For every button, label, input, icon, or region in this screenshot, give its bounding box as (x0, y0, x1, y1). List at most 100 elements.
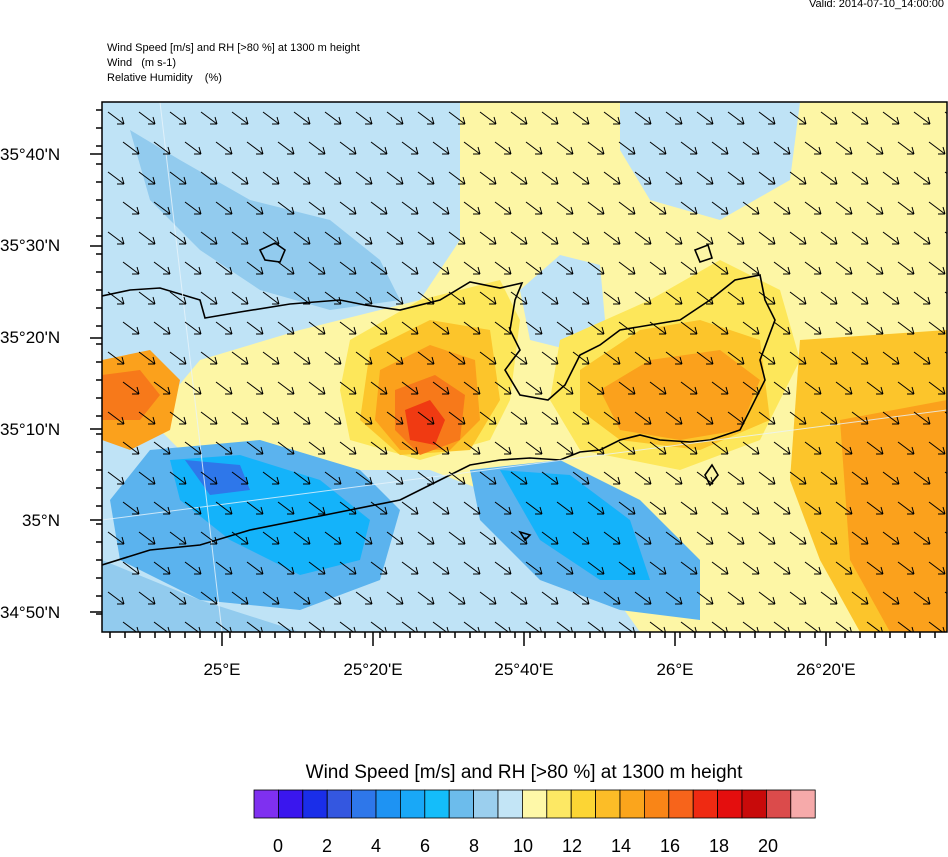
wind-arrow (308, 561, 326, 575)
wind-arrow (587, 141, 605, 155)
wind-arrow (169, 231, 187, 245)
wind-arrow (618, 321, 636, 335)
wind-arrow (370, 381, 388, 395)
wind-arrow (696, 171, 714, 185)
wind-arrow (293, 591, 311, 605)
lat-label: 35°10'N (0, 420, 61, 439)
blue-patch-center (520, 255, 605, 350)
wind-arrow (448, 111, 466, 125)
wind-arrow (851, 171, 869, 185)
wind-arrow (153, 441, 171, 455)
wind-arrow (277, 621, 294, 632)
wind-arrow (262, 351, 280, 365)
wind-arrow (541, 171, 559, 185)
wind-arrow (169, 531, 187, 545)
wind-arrow (603, 231, 621, 245)
wind-arrow (572, 411, 590, 425)
map-field (102, 102, 947, 632)
wind-arrow (138, 231, 156, 245)
wind-arrow (928, 441, 946, 455)
colorbar-label: 8 (468, 836, 480, 856)
wind-arrow (339, 561, 357, 575)
wind-arrow (324, 471, 342, 485)
wind-arrow (541, 111, 559, 125)
wind-arrow (231, 531, 249, 545)
wind-arrow (401, 261, 419, 275)
wind-arrow (541, 291, 559, 305)
wind-arrow (525, 141, 543, 155)
wind-arrow (634, 591, 652, 605)
wind-arrow (727, 411, 745, 425)
wind-arrow (448, 591, 466, 605)
wind-arrow (634, 411, 652, 425)
wind-arrow (432, 621, 449, 632)
wind-arrow (293, 111, 311, 125)
wind-arrow (804, 621, 821, 632)
wind-arrow (649, 621, 666, 632)
wind-arrow (432, 141, 450, 155)
colorbar-title: Wind Speed [m/s] and RH [>80 %] at 1300 … (305, 762, 743, 783)
wind-arrow (711, 321, 729, 335)
wind-arrow (293, 291, 311, 305)
wind-arrow (417, 411, 435, 425)
wind-arrow (680, 261, 698, 275)
colorbar-swatch (619, 789, 645, 819)
wind-arrow (572, 351, 590, 365)
wind-arrow (355, 531, 373, 545)
wind-arrow (541, 351, 559, 365)
colorbar-swatch (448, 789, 475, 819)
wind-arrow (851, 411, 869, 425)
wind-arrow (882, 531, 900, 545)
wind-arrow (680, 321, 698, 335)
wind-arrow (665, 531, 683, 545)
wind-arrow (432, 441, 450, 455)
wind-arrow (897, 141, 915, 155)
wind-arrow (820, 411, 838, 425)
wind-arrow (463, 381, 481, 395)
wind-arrow (479, 291, 497, 305)
wind-arrow (293, 171, 311, 185)
wind-arrow (169, 591, 187, 605)
colorbar-swatch (741, 789, 767, 819)
colorbar-swatch (595, 789, 621, 819)
wind-arrow (324, 231, 342, 245)
wind-arrow (618, 261, 636, 275)
wind-arrow (835, 381, 853, 395)
wind-arrow (169, 111, 187, 125)
wind-arrow (138, 531, 156, 545)
wind-arrow (711, 381, 729, 395)
wind-arrow (758, 531, 776, 545)
wind-arrow (324, 411, 342, 425)
wind-arrow (696, 471, 714, 485)
wind-arrow (215, 621, 232, 632)
wind-arrow (308, 381, 326, 395)
wind-arrow (308, 321, 326, 335)
wind-arrow (541, 591, 559, 605)
lat-label: 35°40'N (0, 145, 61, 164)
wind-arrow (122, 141, 140, 155)
wind-arrow (463, 201, 481, 215)
wind-arrow (525, 381, 543, 395)
wind-arrow (386, 591, 404, 605)
wind-arrow (680, 621, 697, 632)
wind-arrow (231, 411, 249, 425)
wind-arrow (773, 561, 791, 575)
lat-label: 35°20'N (0, 328, 61, 347)
wind-arrow (401, 561, 419, 575)
wind-arrow (665, 291, 683, 305)
wind-arrow (587, 261, 605, 275)
colorbar-swatch (546, 789, 572, 819)
colorbar-swatch (277, 789, 304, 819)
wind-arrow (835, 561, 853, 575)
wind-arrow (572, 291, 590, 305)
wind-arrow (758, 171, 776, 185)
wind-arrow (417, 111, 435, 125)
colorbar (253, 789, 816, 819)
wind-arrow (835, 501, 853, 515)
wind-arrow (820, 291, 838, 305)
wind-arrow (928, 381, 946, 395)
wind-arrow (804, 501, 822, 515)
wind-arrow (649, 501, 667, 515)
wind-arrow (370, 621, 387, 632)
